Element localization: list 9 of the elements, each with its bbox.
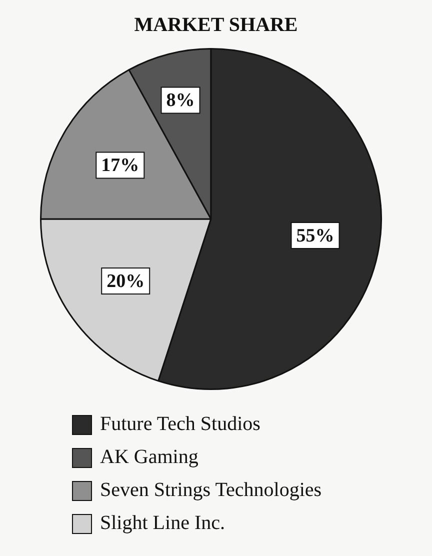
legend-label: Seven Strings Technologies — [100, 479, 322, 502]
legend-label: Future Tech Studios — [100, 413, 260, 436]
data-label: 8% — [166, 90, 195, 112]
chart-title: MARKET SHARE — [133, 14, 299, 37]
data-label: 17% — [101, 155, 140, 176]
legend-label: Slight Line Inc. — [100, 512, 225, 535]
data-label: 55% — [296, 225, 334, 246]
data-label: 20% — [106, 270, 145, 292]
legend-label: AK Gaming — [100, 446, 198, 469]
